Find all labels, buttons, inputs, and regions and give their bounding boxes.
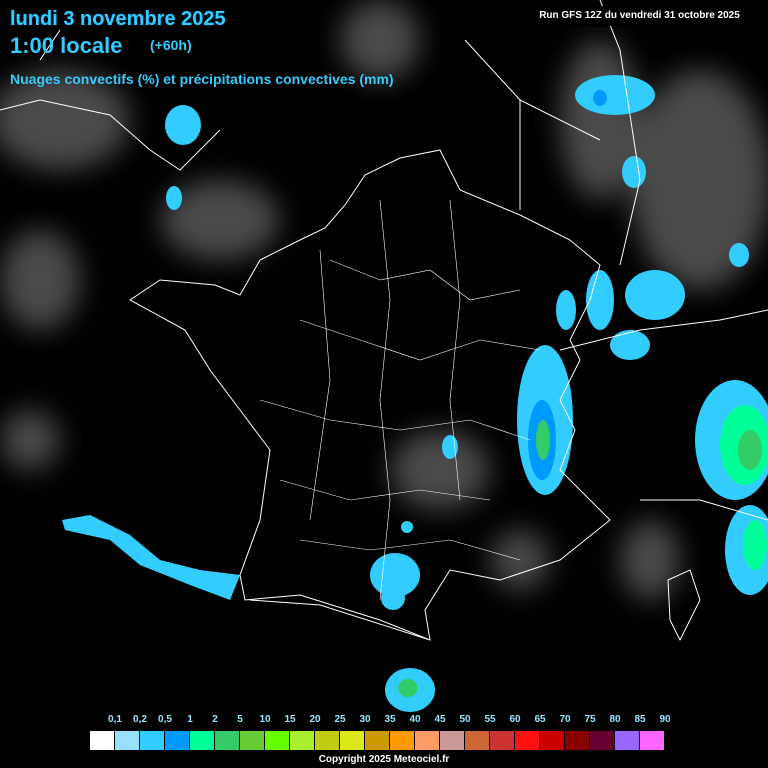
- legend-label: 45: [434, 714, 446, 725]
- model-run-label: Run GFS 12Z du vendredi 31 octobre 2025: [511, 6, 768, 26]
- legend-swatch: [265, 731, 289, 750]
- legend-swatch: [565, 731, 589, 750]
- legend-swatch: [215, 731, 239, 750]
- legend-swatch: [640, 731, 664, 750]
- forecast-date: lundi 3 novembre 2025: [10, 8, 226, 30]
- legend-swatch: [165, 731, 189, 750]
- legend-label: 40: [409, 714, 421, 725]
- legend-swatch: [465, 731, 489, 750]
- legend-label: 0,5: [158, 714, 172, 725]
- precipitation-layer: [62, 75, 768, 712]
- legend-swatch: [415, 731, 439, 750]
- legend-label: 80: [609, 714, 621, 725]
- legend-label: 50: [459, 714, 471, 725]
- legend-label: 1: [187, 714, 193, 725]
- legend-label: 0,1: [108, 714, 122, 725]
- legend-swatch: [340, 731, 364, 750]
- legend-label: 55: [484, 714, 496, 725]
- legend-swatch: [440, 731, 464, 750]
- legend-swatch: [140, 731, 164, 750]
- legend-swatch: [490, 731, 514, 750]
- legend-swatch: [90, 731, 114, 750]
- legend-label: 70: [559, 714, 571, 725]
- legend-label: 35: [384, 714, 396, 725]
- legend-swatch: [590, 731, 614, 750]
- legend-swatch: [515, 731, 539, 750]
- legend-label: 15: [284, 714, 296, 725]
- legend-swatch: [390, 731, 414, 750]
- legend-label: 20: [309, 714, 321, 725]
- borders-layer: [0, 0, 768, 642]
- legend-swatch: [190, 731, 214, 750]
- legend-label: 30: [359, 714, 371, 725]
- legend-swatch: [240, 731, 264, 750]
- legend-swatch: [115, 731, 139, 750]
- legend-label: 2: [212, 714, 218, 725]
- legend-swatch: [615, 731, 639, 750]
- legend-label: 90: [659, 714, 671, 725]
- legend-swatch: [315, 731, 339, 750]
- legend-label: 60: [509, 714, 521, 725]
- legend-label: 85: [634, 714, 646, 725]
- forecast-lead-time: (+60h): [150, 37, 192, 53]
- legend-label: 25: [334, 714, 346, 725]
- map-subtitle: Nuages convectifs (%) et précipitations …: [10, 71, 394, 87]
- legend-label: 10: [259, 714, 271, 725]
- legend-label: 5: [237, 714, 243, 725]
- legend-swatch: [365, 731, 389, 750]
- legend-swatch: [290, 731, 314, 750]
- forecast-time: 1:00 locale: [10, 33, 123, 58]
- legend-label: 75: [584, 714, 596, 725]
- legend-label: 65: [534, 714, 546, 725]
- legend-label: 0,2: [133, 714, 147, 725]
- legend-swatch: [540, 731, 564, 750]
- copyright: Copyright 2025 Meteociel.fr: [318, 754, 450, 765]
